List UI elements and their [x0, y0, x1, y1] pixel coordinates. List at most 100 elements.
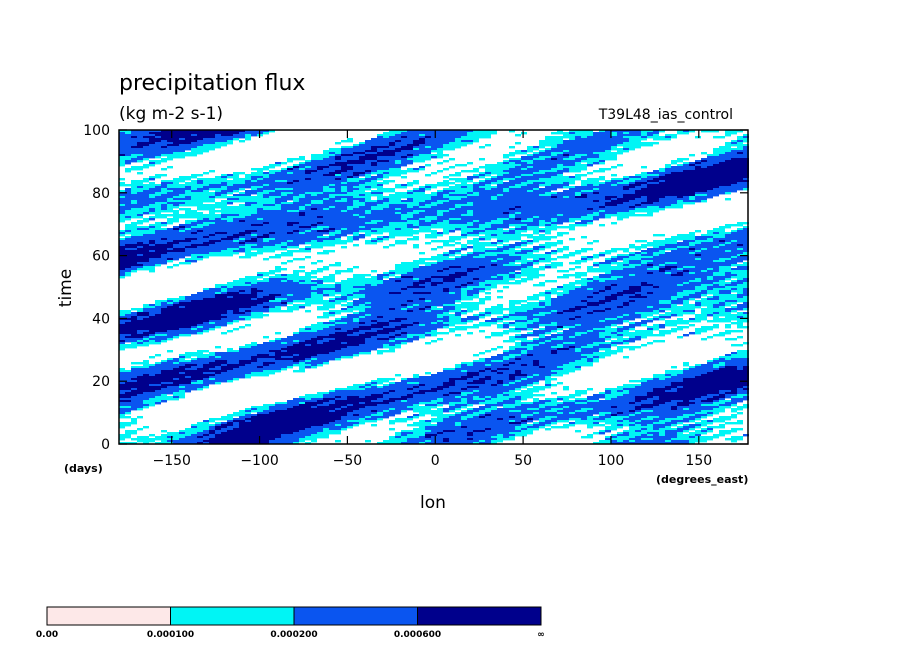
heatmap-cell — [413, 386, 419, 389]
heatmap-cell — [305, 274, 311, 277]
heatmap-cell — [257, 354, 269, 357]
heatmap-cell — [341, 150, 365, 153]
heatmap-cell — [461, 290, 467, 293]
heatmap-cell — [569, 182, 575, 185]
heatmap-cell — [671, 314, 677, 317]
heatmap-cell — [737, 248, 743, 251]
heatmap-cell — [263, 208, 281, 211]
heatmap-cell — [533, 402, 545, 405]
heatmap-cell — [119, 322, 125, 325]
heatmap-cell — [563, 332, 575, 335]
heatmap-cell — [335, 184, 359, 187]
heatmap-cell — [509, 398, 521, 401]
heatmap-cell — [545, 186, 563, 189]
heatmap-cell — [527, 146, 533, 149]
heatmap-cell — [443, 306, 455, 309]
heatmap-cell — [743, 312, 749, 315]
heatmap-cell — [503, 352, 521, 355]
heatmap-cell — [281, 206, 299, 209]
heatmap-cell — [737, 324, 743, 327]
heatmap-cell — [647, 262, 665, 265]
heatmap-cell — [305, 256, 311, 259]
heatmap-cell — [245, 138, 251, 141]
heatmap-cell — [209, 432, 215, 435]
heatmap-cell — [509, 158, 521, 161]
heatmap-cell — [731, 396, 743, 399]
heatmap-cell — [551, 384, 557, 387]
heatmap-cell — [407, 154, 413, 157]
heatmap-cell — [641, 438, 653, 441]
heatmap-cell — [497, 234, 533, 237]
heatmap-cell — [485, 382, 497, 385]
heatmap-cell — [455, 138, 479, 141]
heatmap-cell — [491, 188, 503, 191]
heatmap-cell — [443, 230, 449, 233]
heatmap-cell — [611, 442, 689, 445]
heatmap-cell — [641, 254, 653, 257]
heatmap-cell — [497, 438, 515, 441]
heatmap-cell — [659, 168, 665, 171]
heatmap-cell — [347, 176, 353, 179]
heatmap-cell — [347, 200, 353, 203]
heatmap-cell — [743, 388, 749, 391]
heatmap-cell — [335, 178, 341, 181]
heatmap-cell — [461, 254, 467, 257]
heatmap-cell — [707, 290, 719, 293]
heatmap-cell — [503, 178, 515, 181]
heatmap-cell — [599, 184, 611, 187]
heatmap-cell — [497, 384, 503, 387]
heatmap-cell — [197, 220, 227, 223]
heatmap-cell — [287, 250, 311, 253]
heatmap-cell — [677, 130, 683, 133]
heatmap-cell — [665, 166, 671, 169]
heatmap-cell — [419, 212, 437, 215]
heatmap-cell — [707, 166, 749, 169]
heatmap-cell — [551, 194, 575, 197]
heatmap-cell — [563, 294, 611, 297]
heatmap-cell — [305, 366, 311, 369]
heatmap-cell — [641, 378, 653, 381]
heatmap-cell — [383, 276, 389, 279]
heatmap-cell — [233, 220, 239, 223]
heatmap-cell — [449, 222, 467, 225]
heatmap-cell — [215, 218, 221, 221]
heatmap-cell — [503, 220, 521, 223]
y-tick-label: 40 — [92, 311, 110, 327]
heatmap-cell — [545, 366, 557, 369]
heatmap-cell — [239, 140, 245, 143]
heatmap-cell — [419, 412, 443, 415]
heatmap-cell — [575, 430, 581, 433]
heatmap-cell — [167, 300, 173, 303]
heatmap-cell — [611, 336, 623, 339]
heatmap-cell — [743, 226, 749, 229]
heatmap-cell — [671, 162, 677, 165]
heatmap-cell — [581, 436, 593, 439]
heatmap-cell — [437, 148, 455, 151]
heatmap-cell — [299, 328, 305, 331]
heatmap-cell — [647, 184, 731, 187]
heatmap-cell — [653, 254, 659, 257]
heatmap-cell — [299, 198, 323, 201]
heatmap-cell — [647, 318, 653, 321]
heatmap-cell — [509, 336, 515, 339]
heatmap-cell — [533, 172, 545, 175]
heatmap-cell — [671, 384, 749, 387]
heatmap-cell — [593, 170, 605, 173]
heatmap-cell — [485, 284, 491, 287]
heatmap-cell — [491, 312, 503, 315]
heatmap-cell — [173, 190, 185, 193]
heatmap-cell — [737, 266, 749, 269]
heatmap-cell — [413, 292, 431, 295]
heatmap-cell — [383, 412, 401, 415]
heatmap-cell — [467, 252, 473, 255]
heatmap-cell — [353, 190, 365, 193]
heatmap-cell — [401, 432, 413, 435]
heatmap-cell — [203, 298, 251, 301]
heatmap-cell — [311, 358, 317, 361]
heatmap-cell — [335, 282, 383, 285]
heatmap-cell — [659, 286, 695, 289]
heatmap-cell — [311, 204, 353, 207]
heatmap-cell — [323, 158, 335, 161]
heatmap-cell — [287, 232, 293, 235]
heatmap-cell — [353, 332, 365, 335]
